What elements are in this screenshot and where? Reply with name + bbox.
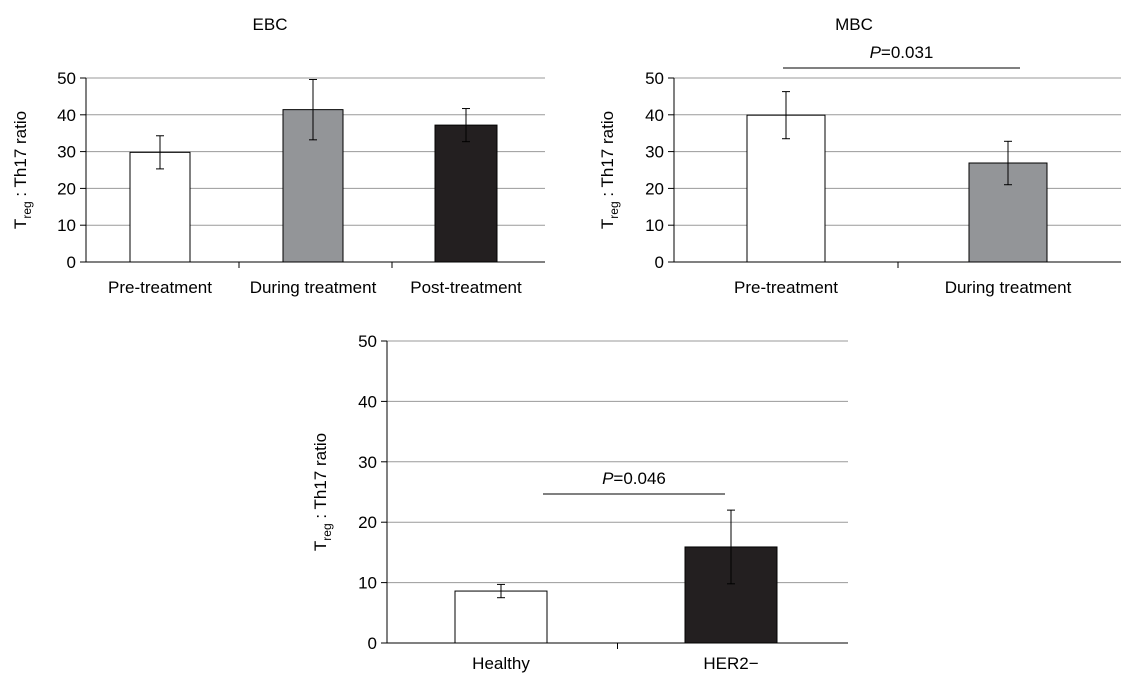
y-tick-label: 40: [358, 392, 377, 411]
category-label: Pre-treatment: [734, 278, 838, 297]
y-tick-label: 40: [645, 106, 664, 125]
bar-3: [434, 124, 498, 263]
category-label: Healthy: [472, 654, 530, 673]
y-tick-label: 10: [57, 216, 76, 235]
y-tick-label: 20: [57, 179, 76, 198]
y-tick-label: 0: [368, 634, 377, 653]
y-axis-label-sub: reg: [320, 523, 334, 540]
p-value-italic: P: [870, 43, 882, 62]
y-axis-label-rest: : Th17 ratio: [598, 111, 617, 201]
p-value-italic: P: [602, 469, 614, 488]
y-tick-label: 20: [358, 513, 377, 532]
bar-1: [454, 590, 548, 644]
p-value-label: P=0.031: [870, 43, 934, 62]
y-tick-label: 10: [358, 574, 377, 593]
p-value-label: P=0.046: [602, 469, 666, 488]
y-axis-label: Treg : Th17 ratio: [11, 111, 34, 229]
y-tick-label: 30: [358, 453, 377, 472]
category-label: Pre-treatment: [108, 278, 212, 297]
chart-title: MBC: [835, 15, 873, 34]
y-tick-label: 50: [645, 69, 664, 88]
y-tick-label: 30: [57, 143, 76, 162]
y-tick-label: 20: [645, 179, 664, 198]
y-axis-label-main: T: [11, 219, 30, 229]
bar-1: [129, 151, 191, 263]
y-axis-label-sub: reg: [20, 201, 34, 218]
category-label: During treatment: [250, 278, 377, 297]
category-label: During treatment: [945, 278, 1072, 297]
y-axis-label: Treg : Th17 ratio: [311, 433, 334, 551]
chart-3: 0 10 20 30 40 50 Healthy HER2− Treg : Th17 ratio…: [311, 332, 848, 673]
p-value-rest: =0.031: [881, 43, 933, 62]
y-tick-label: 50: [57, 69, 76, 88]
y-axis-label-rest: : Th17 ratio: [11, 111, 30, 201]
y-axis-label-rest: : Th17 ratio: [311, 433, 330, 523]
category-label: HER2−: [703, 654, 758, 673]
y-tick-label: 40: [57, 106, 76, 125]
y-axis-label: Treg : Th17 ratio: [598, 111, 621, 229]
y-axis-label-main: T: [598, 219, 617, 229]
chart-1: EBC 0 10 20 30 40 50 Pre-treatment During treatm…: [11, 15, 545, 297]
chart-2: MBC 0 10 20 30 40 50 Pre-treatment During treatm…: [598, 15, 1121, 297]
y-tick-label: 0: [655, 253, 664, 272]
chart-title: EBC: [253, 15, 288, 34]
y-axis-label-sub: reg: [607, 201, 621, 218]
p-value-rest: =0.046: [613, 469, 665, 488]
category-label: Post-treatment: [410, 278, 522, 297]
y-tick-label: 0: [67, 253, 76, 272]
y-tick-label: 50: [358, 332, 377, 351]
y-tick-label: 30: [645, 143, 664, 162]
y-axis-label-main: T: [311, 541, 330, 551]
y-tick-label: 10: [645, 216, 664, 235]
